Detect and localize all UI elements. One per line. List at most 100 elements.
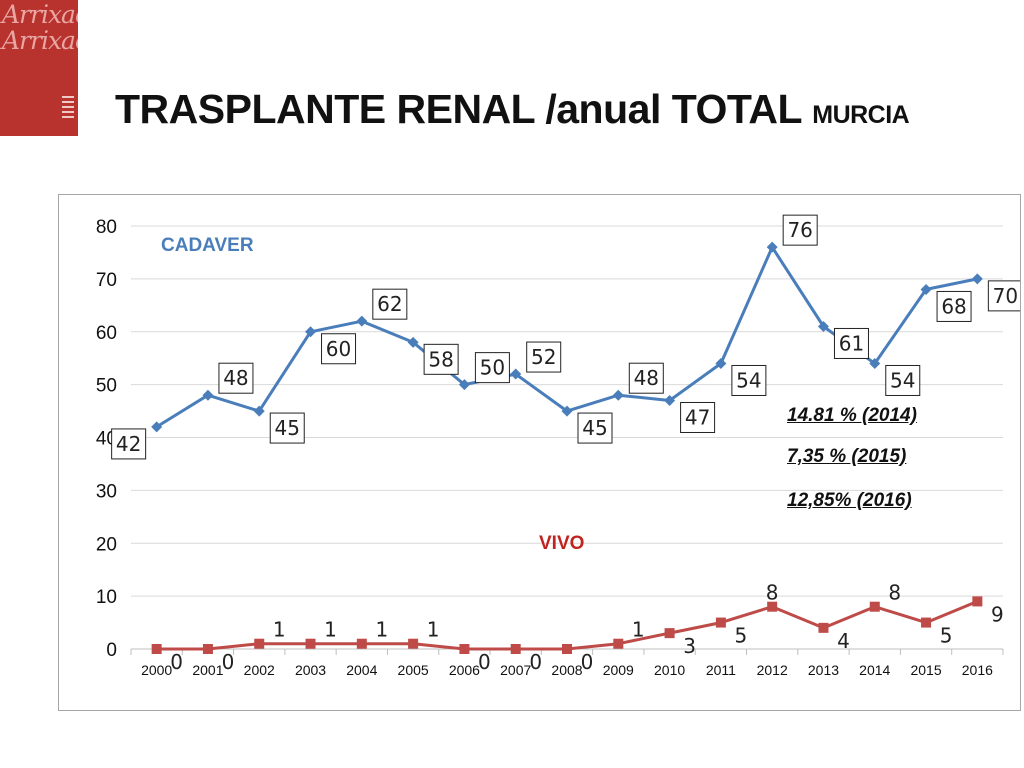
- x-tick-label: 2001: [192, 662, 223, 678]
- logo-stripes: [62, 96, 74, 130]
- x-tick-label: 2003: [295, 662, 326, 678]
- vivo-data-label: 5: [940, 624, 953, 648]
- y-tick-label: 0: [106, 640, 117, 661]
- page-title: TRASPLANTE RENAL /anual TOTAL MURCIA: [115, 86, 910, 133]
- x-tick-label: 2007: [500, 662, 531, 678]
- x-tick-label: 2005: [398, 662, 429, 678]
- vivo-point: [972, 596, 983, 607]
- cadaver-data-label: 54: [736, 368, 761, 392]
- cadaver-label-box: [269, 412, 305, 444]
- y-tick-label: 30: [96, 481, 117, 502]
- vivo-point: [151, 644, 162, 654]
- vivo-data-label: 5: [735, 624, 748, 648]
- x-tick-label: 2011: [706, 662, 736, 678]
- x-tick-label: 2012: [757, 662, 788, 678]
- cadaver-data-label: 48: [223, 366, 248, 390]
- cadaver-data-label: 47: [685, 405, 710, 429]
- cadaver-point: [253, 405, 265, 417]
- x-tick-label: 2004: [346, 662, 377, 678]
- cadaver-point: [561, 405, 573, 417]
- title-main: TRASPLANTE RENAL /anual TOTAL: [115, 86, 802, 132]
- vivo-point: [869, 601, 880, 612]
- vivo-point: [818, 622, 829, 633]
- x-tick-label: 2006: [449, 662, 480, 678]
- vivo-data-label: 0: [478, 650, 491, 674]
- y-tick-label: 80: [96, 217, 117, 238]
- cadaver-data-label: 62: [377, 292, 402, 316]
- cadaver-point: [869, 357, 881, 369]
- cadaver-label-box: [423, 343, 459, 375]
- cadaver-point: [202, 389, 214, 401]
- cadaver-label-box: [936, 290, 972, 322]
- arrixaca-logo: Arrixaca Arrixaca: [0, 0, 78, 136]
- vivo-data-label: 8: [888, 581, 901, 605]
- chart-frame: 0 10 20 30 40 50 60 70 80 2000 2001 2002 2003 2004 200…: [58, 194, 1021, 711]
- cadaver-data-label: 45: [582, 416, 607, 440]
- vivo-data-label: 4: [837, 629, 850, 653]
- cadaver-point: [664, 394, 676, 406]
- vivo-point: [562, 644, 572, 654]
- vivo-data-label: 8: [766, 581, 779, 605]
- cadaver-series-label: CADAVER: [161, 235, 254, 256]
- y-tick-label: 10: [96, 587, 117, 608]
- cadaver-label-box: [111, 428, 147, 460]
- vivo-series-label: VIVO: [539, 533, 584, 554]
- title-region: MURCIA: [812, 101, 910, 129]
- cadaver-data-label: 45: [275, 416, 300, 440]
- annotation-2014: 14.81 % (2014): [787, 405, 917, 426]
- cadaver-label-box: [526, 341, 562, 373]
- vivo-point: [921, 617, 932, 628]
- annotation-2016: 12,85% (2016): [787, 490, 912, 511]
- cadaver-label-box: [782, 214, 818, 246]
- x-tick-label: 2014: [859, 662, 890, 678]
- y-tick-label: 70: [96, 270, 117, 291]
- cadaver-data-label: 52: [531, 345, 556, 369]
- vivo-point: [202, 644, 213, 654]
- cadaver-data-label: 42: [116, 432, 141, 456]
- cadaver-point: [817, 320, 829, 332]
- cadaver-label-box: [321, 333, 357, 365]
- cadaver-point: [766, 241, 778, 253]
- cadaver-data-label: 54: [890, 368, 915, 392]
- vivo-point: [408, 638, 419, 649]
- vivo-data-label: 1: [375, 618, 388, 642]
- cadaver-point: [356, 315, 368, 327]
- logo-text: Arrixaca: [2, 0, 78, 29]
- vivo-point: [613, 638, 624, 649]
- vivo-data-label: 3: [683, 634, 696, 658]
- cadaver-label-box: [731, 364, 767, 396]
- vivo-data-label: 9: [991, 602, 1004, 626]
- cadaver-data-label: 76: [787, 218, 812, 242]
- cadaver-data-label: 60: [326, 337, 351, 361]
- vivo-data-label: 1: [273, 618, 286, 642]
- cadaver-point: [971, 273, 983, 285]
- cadaver-data-label: 70: [993, 284, 1018, 308]
- vivo-point: [356, 638, 367, 649]
- x-tick-label: 2013: [808, 662, 839, 678]
- x-tick-label: 2015: [910, 662, 941, 678]
- vivo-point: [715, 617, 726, 628]
- vivo-data-label: 1: [632, 618, 645, 642]
- cadaver-label-box: [987, 280, 1020, 312]
- vivo-data-label: 0: [170, 650, 183, 674]
- x-tick-label: 2016: [962, 662, 993, 678]
- cadaver-point: [510, 368, 522, 380]
- cadaver-data-label: 58: [428, 347, 453, 371]
- vivo-data-label: 1: [324, 618, 337, 642]
- vivo-point: [510, 644, 521, 654]
- cadaver-label-box: [474, 352, 510, 384]
- cadaver-point: [612, 389, 624, 401]
- cadaver-label-box: [680, 401, 716, 433]
- annotation-2015: 7,35 % (2015): [787, 446, 907, 467]
- x-tick-label: 2000: [141, 662, 172, 678]
- vivo-point: [664, 628, 675, 639]
- vivo-point: [767, 601, 778, 612]
- cadaver-point: [305, 326, 317, 338]
- vivo-point: [305, 638, 316, 649]
- x-tick-label: 2009: [603, 662, 634, 678]
- cadaver-point: [151, 421, 163, 433]
- vivo-data-label: 1: [427, 618, 440, 642]
- vivo-data-label: 0: [222, 650, 235, 674]
- cadaver-label-box: [372, 288, 408, 320]
- vivo-point: [459, 644, 470, 654]
